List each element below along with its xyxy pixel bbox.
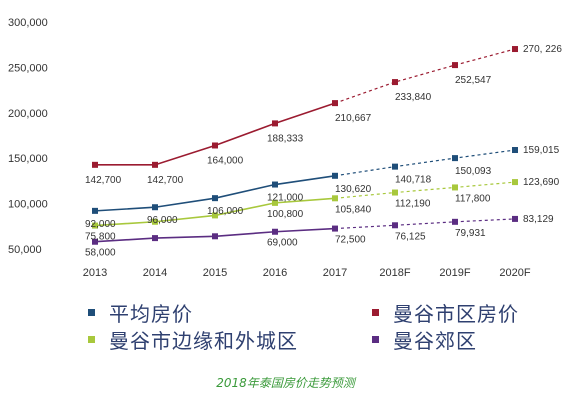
data-point [392,163,398,170]
y-axis-ticks: 300,000 250,000 200,000 150,000 100,000 50,00… [8,17,48,256]
data-label: 123,690 [523,177,560,188]
x-tick-label: 2019F [439,267,470,279]
legend-swatch-bangkok-city [372,308,379,316]
legend-label-bangkok-outer: 曼谷市边缘和外城区 [109,328,298,353]
data-point [272,181,278,188]
data-labels: 92,000 96,000 106,000 121,000 130,620 140,718… [85,44,562,259]
data-label: 130,620 [335,184,372,195]
data-label: 270, 226 [523,44,562,55]
x-tick-label: 2018F [379,267,410,279]
data-label: 76,125 [395,231,426,242]
legend-label-avg-price: 平均房价 [109,301,193,326]
data-label: 79,931 [455,228,486,239]
data-label: 105,840 [335,204,372,215]
data-point [392,79,398,86]
data-point [512,147,518,154]
data-point [92,161,98,168]
legend-label-bangkok-suburb: 曼谷郊区 [393,328,477,353]
data-label: 142,700 [85,175,122,186]
series-points [92,46,518,245]
chart-caption: 2018年泰国房价走势预测 [216,376,355,390]
y-tick-label: 150,000 [8,153,48,165]
data-point [332,172,338,179]
data-point [92,238,98,245]
data-label: 142,700 [147,175,184,186]
line-chart: 300,000 250,000 200,000 150,000 100,000 50,00… [8,17,562,279]
legend-swatch-bangkok-suburb [372,335,379,343]
x-tick-label: 2013 [83,267,107,279]
data-point [452,155,458,162]
series-line-forecast [334,149,516,177]
data-label: 100,800 [267,209,304,220]
data-label: 72,500 [335,235,366,246]
data-label: 140,718 [395,175,432,186]
legend-label-bangkok-city: 曼谷市区房价 [393,301,519,326]
y-tick-label: 300,000 [8,17,48,29]
x-tick-label: 2016 [263,267,287,279]
data-label: 121,000 [267,193,304,204]
x-tick-label: 2015 [203,267,227,279]
y-tick-label: 250,000 [8,62,48,74]
data-label: 210,667 [335,113,372,124]
data-point [152,204,158,211]
data-point [272,228,278,235]
data-point [512,46,518,53]
data-point [152,161,158,168]
data-point [392,222,398,229]
y-tick-label: 50,000 [8,244,42,256]
data-label: 96,000 [147,215,178,226]
data-point [212,142,218,149]
data-point [212,212,218,219]
data-label: 117,800 [455,193,491,204]
legend-item-bangkok-outer: 曼谷市边缘和外城区 [88,325,298,353]
series-line-forecast [334,48,516,104]
x-axis-ticks: 2013 2014 2015 2016 2017 2018F 2019F 2020F [83,267,531,279]
data-point [332,225,338,232]
series-line-forecast [334,181,516,199]
series-lines [94,48,516,243]
data-label: 252,547 [455,75,492,86]
data-point [512,215,518,222]
series-line-forecast [334,218,516,230]
data-label: 83,129 [523,214,554,225]
data-point [452,62,458,69]
data-label: 188,333 [267,133,304,144]
data-label: 112,190 [395,199,431,210]
data-point [452,218,458,225]
data-point [272,120,278,127]
legend-item-bangkok-city: 曼谷市区房价 [372,298,519,326]
data-point [332,195,338,202]
data-point [92,222,98,229]
data-label: 92,000 [85,219,116,230]
data-point [212,233,218,240]
y-tick-label: 100,000 [8,199,48,211]
legend: 平均房价 曼谷市区房价 曼谷市边缘和外城区 曼谷郊区 [0,290,571,360]
x-tick-label: 2014 [143,267,167,279]
data-point [392,189,398,196]
data-point [92,207,98,214]
y-tick-label: 200,000 [8,108,48,120]
data-label: 164,000 [207,155,244,166]
legend-item-bangkok-suburb: 曼谷郊区 [372,325,477,353]
x-tick-label: 2017 [323,267,347,279]
data-point [272,199,278,206]
x-tick-label: 2020F [499,267,530,279]
data-point [152,218,158,225]
data-label: 58,000 [85,248,116,259]
data-point [332,100,338,107]
legend-swatch-avg-price [88,308,95,316]
legend-swatch-bangkok-outer [88,335,95,343]
data-label: 159,015 [523,145,560,156]
data-point [512,179,518,186]
data-point [152,235,158,242]
legend-item-avg-price: 平均房价 [88,298,193,326]
data-point [452,184,458,191]
data-label: 106,000 [207,206,244,217]
data-point [212,195,218,202]
data-label: 75,800 [85,232,116,243]
data-label: 233,840 [395,92,432,103]
data-label: 150,093 [455,166,492,177]
data-label: 69,000 [267,238,298,249]
